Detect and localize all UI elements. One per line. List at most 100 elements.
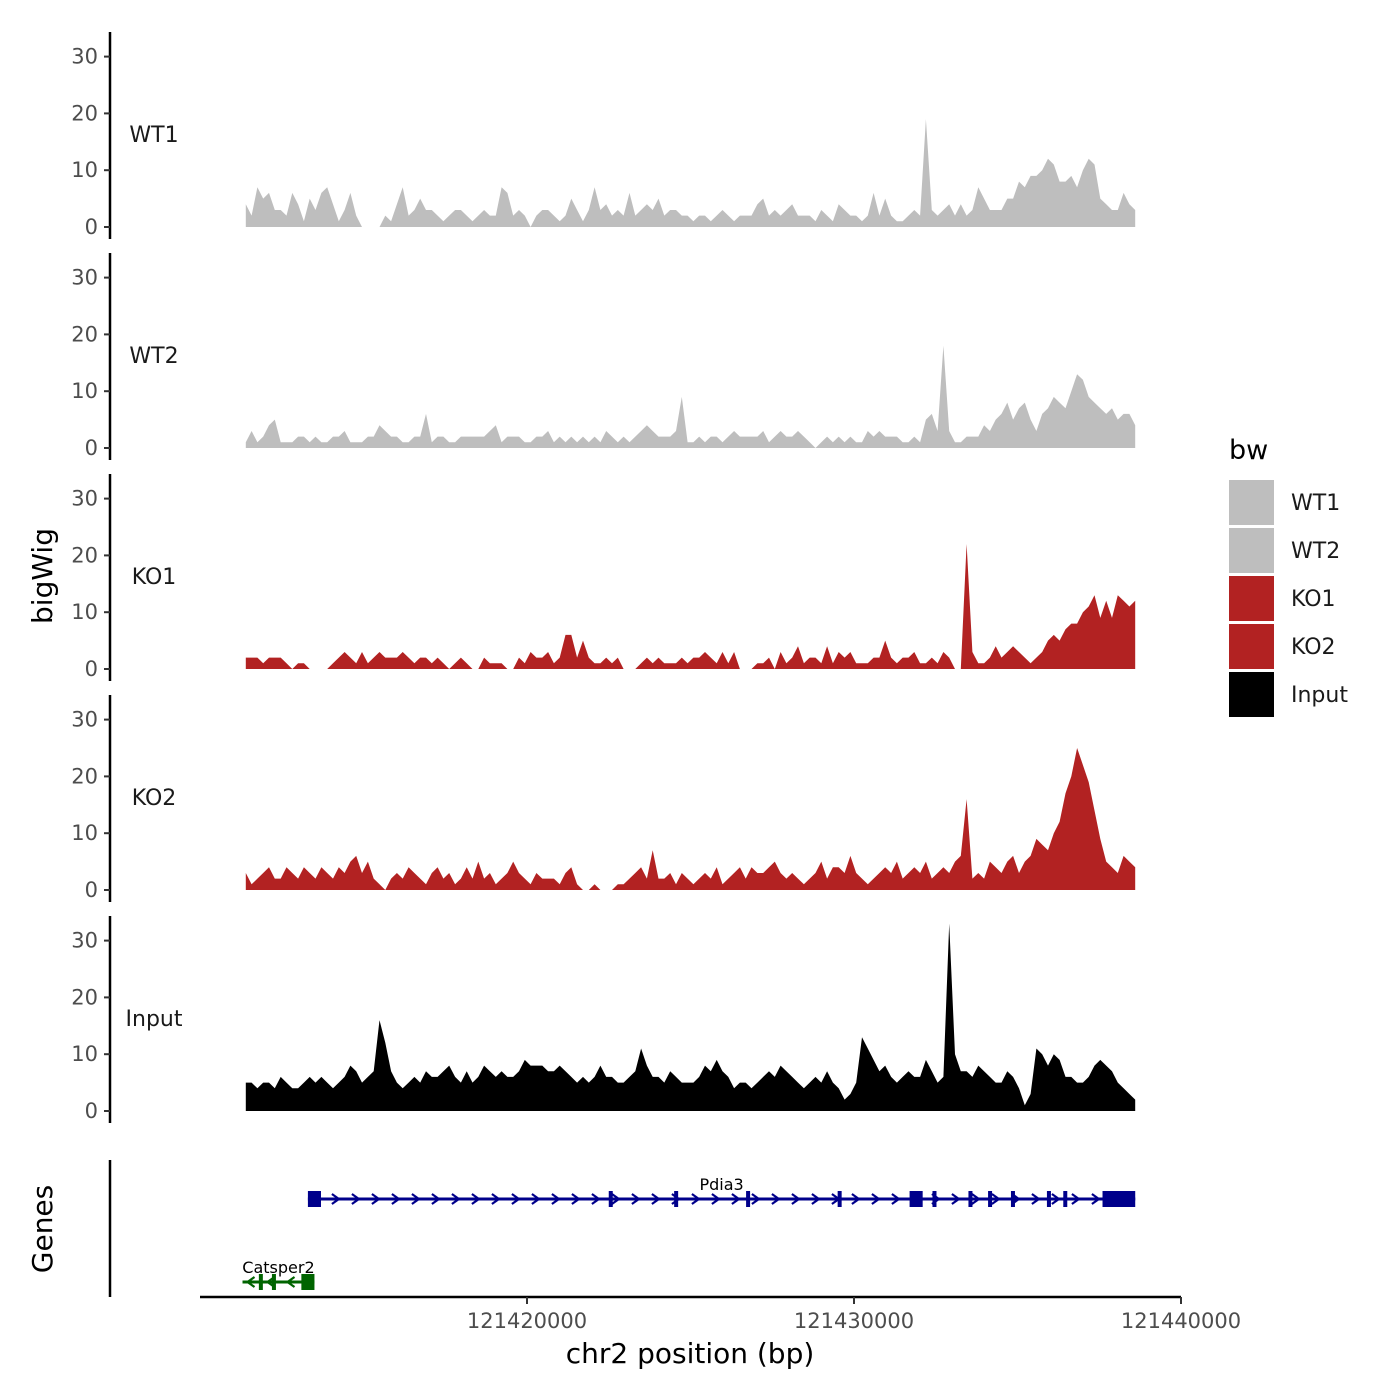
gene-exon: [968, 1191, 973, 1207]
x-axis-title: chr2 position (bp): [566, 1337, 815, 1370]
x-axis: 121420000 121430000 121440000: [200, 1295, 1241, 1333]
strand-arrow: [431, 1193, 441, 1205]
strand-arrow: [651, 1193, 661, 1205]
track-ko1: 0 10 20 30 KO1: [71, 474, 1136, 681]
x-tick-label: 121430000: [794, 1309, 914, 1333]
gene-label: Catsper2: [242, 1258, 314, 1277]
signal-area-wt2: [245, 345, 1136, 448]
gene-pdia3: Pdia3: [307, 1175, 1136, 1207]
y-tick-label: 0: [85, 215, 98, 239]
y-axis-title: bigWig: [26, 528, 59, 624]
track-label: Input: [126, 1007, 183, 1032]
y-tick-label: 30: [71, 708, 98, 732]
legend-label: Input: [1291, 683, 1348, 708]
track-panels: 0 10 20 30 WT1 0 10 20 30 WT2 0 10 20 30 KO1 0 10 20 30 KO2…: [71, 32, 1136, 1123]
signal-area-ko1: [245, 544, 1136, 669]
strand-arrow: [811, 1193, 821, 1205]
gene-exon: [1102, 1191, 1136, 1207]
genes-panel: Pdia3 Catsper2: [108, 1160, 1136, 1297]
y-tick-label: 30: [71, 266, 98, 290]
track-label: WT2: [129, 344, 178, 369]
strand-arrow: [711, 1193, 721, 1205]
strand-arrow: [1091, 1193, 1101, 1205]
strand-arrow: [491, 1193, 501, 1205]
strand-arrow: [411, 1193, 421, 1205]
legend-item-ko2: KO2: [1229, 624, 1336, 669]
strand-arrow: [471, 1193, 481, 1205]
strand-arrow: [871, 1193, 881, 1205]
gene-label: Pdia3: [699, 1175, 743, 1194]
gene-exon: [258, 1274, 263, 1290]
strand-arrow: [1031, 1193, 1041, 1205]
strand-arrow: [331, 1193, 341, 1205]
y-tick-label: 30: [71, 929, 98, 953]
strand-arrow: [991, 1193, 1001, 1205]
x-tick-label: 121420000: [467, 1309, 587, 1333]
signal-area-wt1: [245, 119, 1136, 227]
strand-arrow: [511, 1193, 521, 1205]
legend-title: bw: [1229, 435, 1268, 466]
legend: bw WT1 WT2 KO1 KO2 Input: [1229, 435, 1348, 717]
gene-exon: [301, 1274, 315, 1290]
gene-exon: [909, 1191, 923, 1207]
gene-exon: [932, 1191, 937, 1207]
strand-arrow: [285, 1276, 296, 1288]
legend-label: KO1: [1291, 587, 1336, 612]
legend-swatch: [1229, 528, 1274, 573]
gene-catsper2: Catsper2: [242, 1258, 315, 1290]
track-label: WT1: [129, 123, 178, 148]
track-input: 0 10 20 30 Input: [71, 916, 1136, 1123]
legend-label: WT2: [1291, 539, 1340, 564]
y-tick-label: 20: [71, 764, 98, 788]
track-label: KO2: [132, 786, 177, 811]
genes-axis-title: Genes: [26, 1185, 59, 1273]
gene-exon: [988, 1191, 993, 1207]
strand-arrow: [611, 1193, 621, 1205]
legend-swatch: [1229, 480, 1274, 525]
track-wt2: 0 10 20 30 WT2: [71, 253, 1136, 460]
legend-item-wt1: WT1: [1229, 480, 1340, 525]
y-tick-label: 0: [85, 657, 98, 681]
strand-arrow: [971, 1193, 981, 1205]
gene-exon: [1010, 1191, 1015, 1207]
strand-arrow: [631, 1193, 641, 1205]
strand-arrow: [591, 1193, 601, 1205]
gene-exon: [674, 1191, 679, 1207]
y-tick-label: 10: [71, 158, 98, 182]
legend-swatch: [1229, 624, 1274, 669]
track-label: KO1: [132, 565, 177, 590]
legend-label: WT1: [1291, 491, 1340, 516]
y-tick-label: 10: [71, 821, 98, 845]
track-ko2: 0 10 20 30 KO2: [71, 695, 1136, 902]
gene-exon: [837, 1191, 842, 1207]
strand-arrow: [791, 1193, 801, 1205]
y-tick-label: 0: [85, 1099, 98, 1123]
y-tick-label: 10: [71, 600, 98, 624]
strand-arrow: [751, 1193, 761, 1205]
gene-exon: [271, 1274, 276, 1290]
strand-arrow: [691, 1193, 701, 1205]
legend-item-wt2: WT2: [1229, 528, 1340, 573]
gene-exon: [746, 1191, 751, 1207]
gene-exon: [608, 1191, 613, 1207]
y-tick-label: 20: [71, 543, 98, 567]
y-tick-label: 20: [71, 322, 98, 346]
x-tick-label: 121440000: [1121, 1309, 1241, 1333]
legend-swatch: [1229, 576, 1274, 621]
strand-arrow: [245, 1276, 256, 1288]
y-tick-label: 10: [71, 379, 98, 403]
strand-arrow: [1051, 1193, 1061, 1205]
strand-arrow: [1071, 1193, 1081, 1205]
signal-area-ko2: [245, 748, 1136, 890]
strand-arrow: [571, 1193, 581, 1205]
strand-arrow: [951, 1193, 961, 1205]
track-wt1: 0 10 20 30 WT1: [71, 32, 1136, 239]
strand-arrow: [371, 1193, 381, 1205]
signal-area-input: [245, 923, 1136, 1111]
legend-label: KO2: [1291, 635, 1336, 660]
strand-arrow: [731, 1193, 741, 1205]
y-tick-label: 0: [85, 878, 98, 902]
gene-exon: [1063, 1191, 1068, 1207]
